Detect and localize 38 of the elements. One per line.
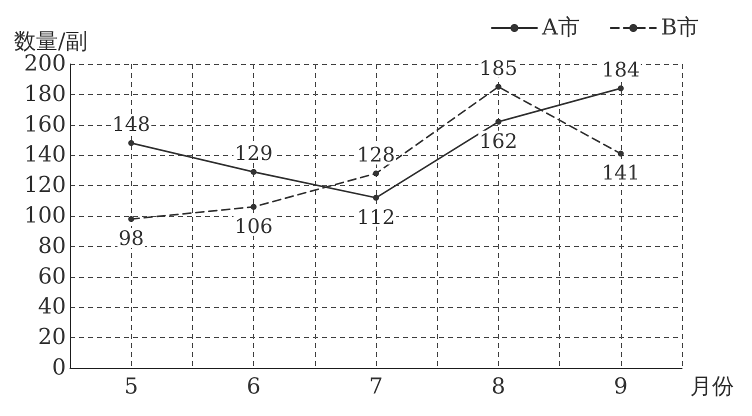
point — [618, 85, 624, 92]
x-tick-label: 8 — [491, 374, 506, 400]
y-tick-label: 120 — [24, 173, 66, 198]
point — [373, 170, 379, 176]
y-tick-label: 0 — [52, 356, 66, 380]
y-tick-label: 180 — [24, 82, 66, 107]
data-label: 98 — [118, 226, 144, 250]
x-axis-title: 月份 — [690, 374, 734, 400]
data-label: 129 — [234, 140, 273, 165]
y-tick-label: 40 — [38, 294, 66, 320]
data-label: 184 — [602, 57, 640, 82]
point — [618, 150, 624, 157]
point — [373, 194, 379, 201]
x-tick-label: 9 — [614, 374, 628, 400]
legend-label: B市 — [660, 16, 700, 40]
x-tick-label: 6 — [246, 374, 261, 400]
data-label: 148 — [112, 112, 150, 136]
y-tick-label: 160 — [24, 112, 66, 138]
point — [128, 140, 134, 146]
data-label: 162 — [479, 128, 518, 153]
x-tick-label: 5 — [124, 374, 138, 400]
y-tick-label: 140 — [24, 142, 66, 168]
point — [495, 118, 502, 125]
y-tick-label: 100 — [24, 204, 66, 228]
x-tick-label: 7 — [369, 374, 383, 400]
legend-label: A市 — [540, 16, 580, 40]
y-tick-label: 80 — [38, 234, 66, 259]
data-label: 112 — [356, 204, 396, 229]
y-tick-label: 60 — [38, 264, 66, 290]
data-label: 106 — [234, 214, 273, 238]
point — [128, 216, 134, 222]
point — [250, 204, 257, 210]
data-label: 185 — [479, 56, 518, 80]
point — [495, 84, 502, 90]
y-tick-label: 20 — [38, 325, 66, 350]
data-label: 128 — [356, 142, 396, 166]
data-label: 141 — [602, 160, 640, 185]
point — [250, 168, 257, 175]
